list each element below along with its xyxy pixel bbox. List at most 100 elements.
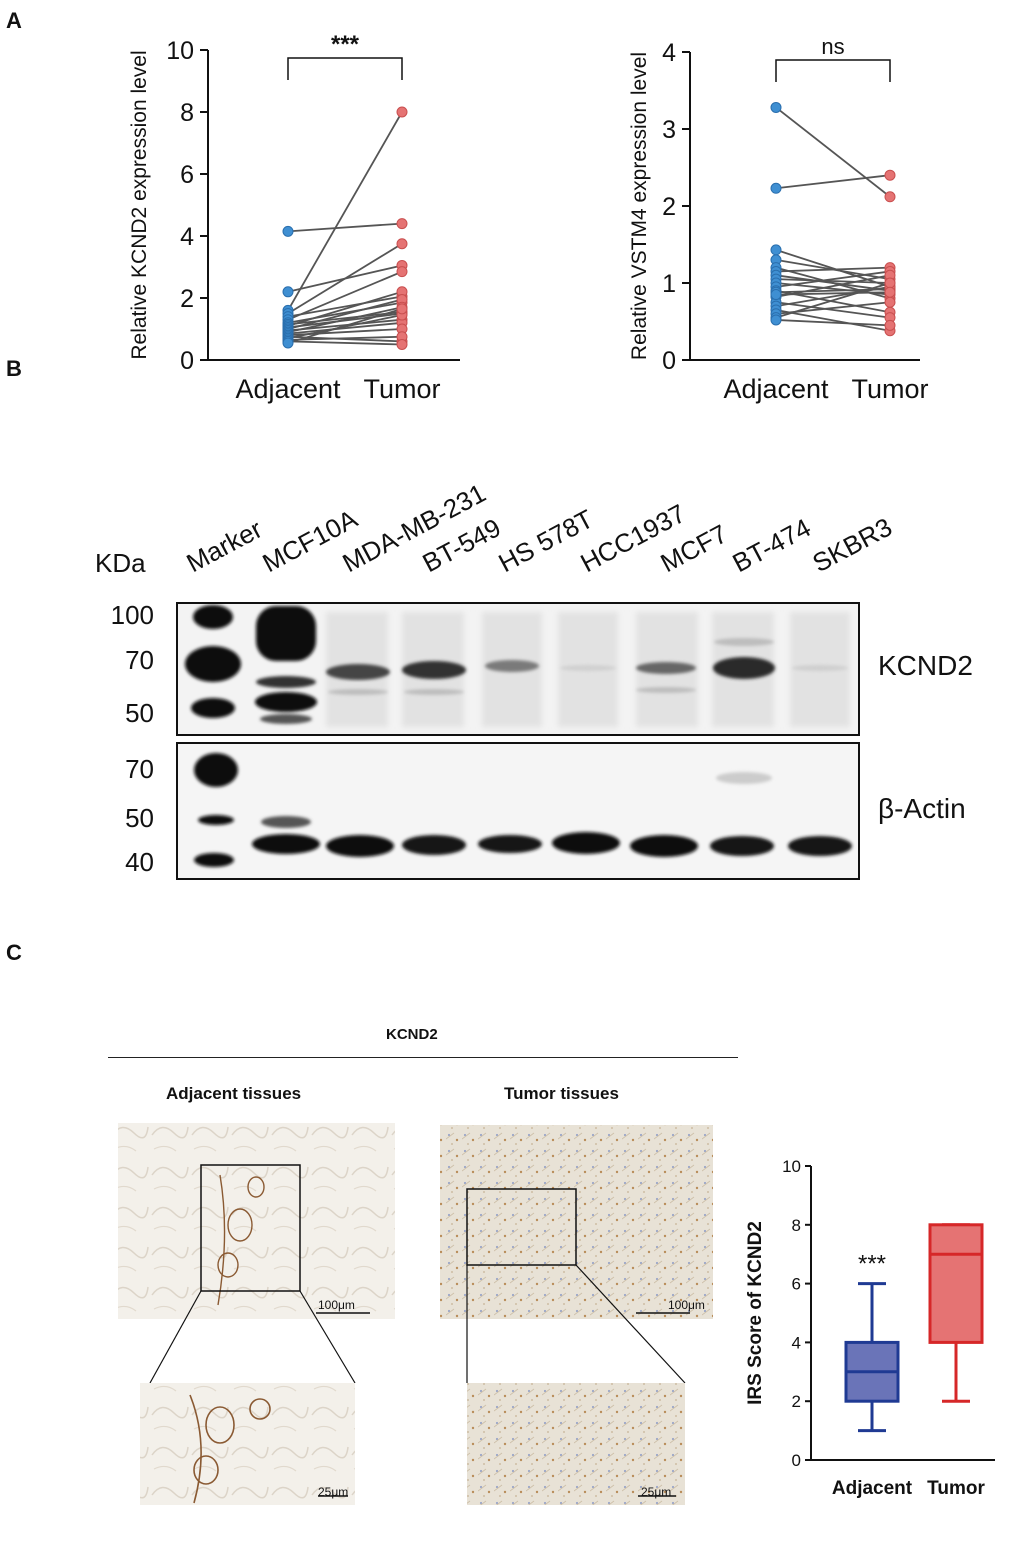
- pair-line: [775, 301, 891, 319]
- significance-label: ***: [331, 31, 360, 58]
- box: [928, 1223, 984, 1344]
- significance-label: ns: [821, 34, 844, 59]
- pair-line: [775, 319, 891, 327]
- top-marker-3: 50: [125, 698, 154, 728]
- tumor-point: [396, 238, 408, 250]
- pair-line: [287, 295, 403, 318]
- pair-line: [775, 249, 891, 288]
- lane-label: Marker: [181, 513, 267, 579]
- pair-line: [287, 321, 403, 335]
- adjacent-point: [770, 289, 782, 301]
- y-tick-label: 0: [180, 347, 194, 375]
- y-tick-label: 8: [180, 99, 194, 127]
- kcnd2-blot-image: [176, 602, 860, 736]
- x-category-label: Adjacent: [723, 374, 829, 404]
- pair-line: [287, 340, 403, 346]
- lane-label: HS 578T: [493, 503, 599, 579]
- adjacent-point: [770, 314, 782, 326]
- pair-line: [775, 282, 891, 319]
- adjacent-point: [770, 244, 782, 256]
- y-tick-label: 3: [662, 116, 676, 144]
- adjacent-scale-100: 100μm: [318, 1298, 355, 1312]
- pair-line: [775, 270, 891, 288]
- tumor-point: [396, 303, 408, 315]
- pair-line: [287, 290, 403, 327]
- adjacent-point: [282, 337, 294, 349]
- y-tick-label: 0: [662, 347, 676, 375]
- y-tick-label: 6: [180, 161, 194, 189]
- tumor-point: [396, 106, 408, 118]
- pair-line: [287, 306, 403, 333]
- tumor-point: [884, 277, 896, 289]
- y-tick-label: 1: [662, 270, 676, 298]
- pair-line: [287, 222, 403, 233]
- pair-line: [775, 285, 891, 307]
- y-tick-label: 4: [180, 223, 194, 251]
- y-tick-label: 4: [792, 1333, 801, 1352]
- adjacent-point: [282, 286, 294, 298]
- significance-label: ***: [858, 1251, 886, 1278]
- pair-line: [775, 266, 891, 273]
- y-tick-label: 8: [792, 1216, 801, 1235]
- pair-line: [775, 106, 891, 198]
- tumor-point: [396, 266, 408, 278]
- pair-line: [775, 278, 891, 284]
- actin-blot-label: β-Actin: [878, 793, 966, 824]
- kcnd2-blot-label: KCND2: [878, 650, 973, 681]
- irs-boxplot: 0 2 4 6 8 10 IRS Score of KCND2 Adjacent Tumor **…: [745, 1157, 995, 1499]
- y-tick-label: 2: [180, 285, 194, 313]
- tumor-scale-25: 25μm: [641, 1485, 672, 1499]
- tumor-scale-100: 100μm: [668, 1298, 705, 1312]
- pair-line: [775, 291, 891, 296]
- y-axis-title: Relative KCND2 expression level: [128, 50, 151, 359]
- ihc-header: KCND2: [386, 1026, 438, 1043]
- bottom-marker-1: 70: [125, 754, 154, 784]
- pair-line: [287, 307, 403, 344]
- x-category-label: Tumor: [363, 374, 440, 404]
- x-category-label: Adjacent: [832, 1478, 913, 1499]
- lane-label: SKBR3: [807, 511, 897, 579]
- tumor-point: [884, 286, 896, 298]
- ihc-images: [118, 1123, 713, 1505]
- panel-letter-b: B: [6, 356, 22, 381]
- kda-label: KDa: [95, 548, 146, 578]
- ihc-header-rule: [108, 1057, 738, 1058]
- y-tick-label: 4: [662, 39, 676, 67]
- x-category-label: Tumor: [851, 374, 928, 404]
- adjacent-point: [282, 225, 294, 237]
- tumor-point: [884, 169, 896, 181]
- tumor-point: [884, 319, 896, 331]
- actin-blot-image: [176, 742, 860, 880]
- top-marker-2: 70: [125, 645, 154, 675]
- adjacent-scale-25: 25μm: [318, 1485, 349, 1499]
- kcnd2-paired-chart: 0 2 4 6 8 10 Relative KCND2 expression level Ad…: [128, 31, 460, 404]
- y-tick-label: 2: [662, 193, 676, 221]
- x-category-label: Adjacent: [235, 374, 341, 404]
- y-tick-label: 0: [792, 1451, 801, 1470]
- significance-bracket: [287, 57, 403, 80]
- pair-line: [287, 298, 403, 330]
- tumor-point: [396, 339, 408, 350]
- lane-label: BT-474: [727, 512, 816, 579]
- vstm4-paired-chart: 0 1 2 3 4 Relative VSTM4 expression level Adja…: [628, 34, 929, 404]
- y-tick-label: 10: [782, 1157, 801, 1176]
- tumor-tissue-title: Tumor tissues: [504, 1084, 619, 1103]
- bottom-marker-3: 40: [125, 847, 154, 877]
- y-tick-label: 2: [792, 1392, 801, 1411]
- panel-letter-a: A: [6, 8, 22, 33]
- significance-bracket: [775, 59, 891, 82]
- panel-letter-c: C: [6, 940, 22, 965]
- tumor-point: [884, 296, 896, 308]
- pair-line: [287, 242, 403, 315]
- y-axis-title: IRS Score of KCND2: [745, 1221, 766, 1405]
- y-tick-label: 6: [792, 1275, 801, 1294]
- top-marker-1: 100: [110, 600, 154, 630]
- pair-line: [287, 270, 403, 321]
- bottom-marker-2: 50: [125, 803, 154, 833]
- pair-line: [287, 111, 403, 311]
- y-tick-label: 10: [166, 37, 194, 65]
- pair-line: [287, 335, 403, 341]
- pair-line: [775, 309, 891, 332]
- adjacent-point: [770, 182, 782, 194]
- y-axis-title: Relative VSTM4 expression level: [628, 52, 651, 360]
